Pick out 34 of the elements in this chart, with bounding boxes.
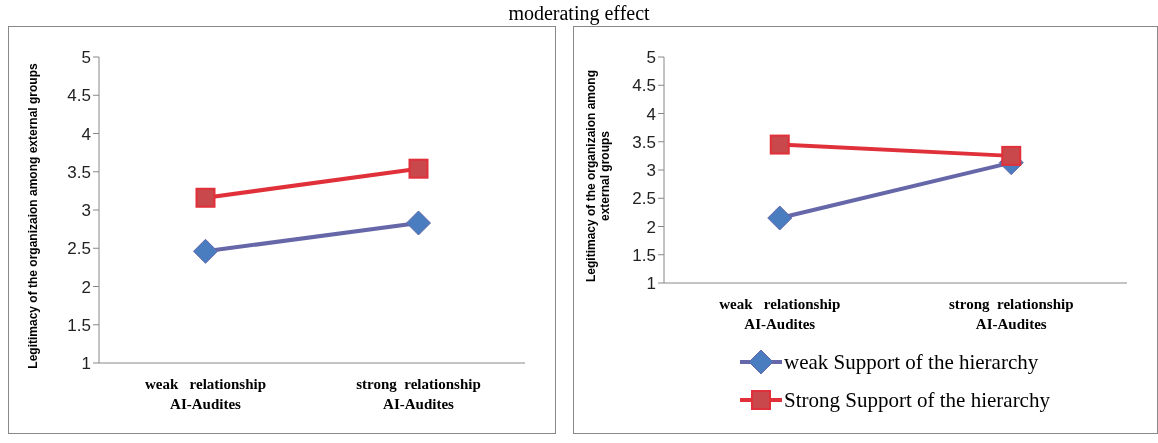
y-tick-label: 1 <box>81 354 91 374</box>
point <box>769 134 790 155</box>
y-axis-title: Legitimacy of the organizaion among external groups <box>584 69 612 284</box>
y-tick-label: 4 <box>81 124 91 144</box>
x-tick-label: weak relationship AI-Audites <box>719 296 841 332</box>
point <box>408 158 429 179</box>
y-tick-label: 2 <box>646 217 656 237</box>
y-tick-label: 2.5 <box>67 239 91 259</box>
legend-label: Strong Support of the hierarchy <box>784 387 1050 413</box>
y-tick-label: 1 <box>646 274 656 294</box>
y-tick-label: 1.5 <box>632 245 656 265</box>
point <box>767 205 793 231</box>
y-tick-label: 3 <box>81 201 91 221</box>
y-tick-label: 1.5 <box>67 315 91 335</box>
x-tick-label: strong relationship AI-Audites <box>356 376 481 412</box>
y-tick-label: 3.5 <box>632 132 656 152</box>
y-tick-label: 4.5 <box>632 76 656 96</box>
point <box>195 187 216 208</box>
legend-label: weak Support of the hierarchy <box>784 349 1039 375</box>
y-tick-label: 2.5 <box>632 189 656 209</box>
point <box>193 238 218 264</box>
text: moderating effect <box>507 2 651 26</box>
y-tick-label: 3.5 <box>67 162 91 182</box>
y-tick-label: 4 <box>646 104 656 124</box>
y-tick-label: 2 <box>81 277 91 297</box>
y-tick-label: 4.5 <box>67 86 91 106</box>
y-tick-label: 3 <box>646 161 656 181</box>
y-axis-title: Legitimacy of the organizaion among external groups <box>26 62 40 371</box>
point <box>406 210 431 236</box>
x-tick-label: strong relationship AI-Audites <box>949 296 1074 332</box>
y-tick-label: 5 <box>646 48 656 68</box>
x-tick-label: weak relationship AI-Audites <box>145 376 266 412</box>
point <box>1001 145 1022 166</box>
y-tick-label: 5 <box>81 48 91 68</box>
